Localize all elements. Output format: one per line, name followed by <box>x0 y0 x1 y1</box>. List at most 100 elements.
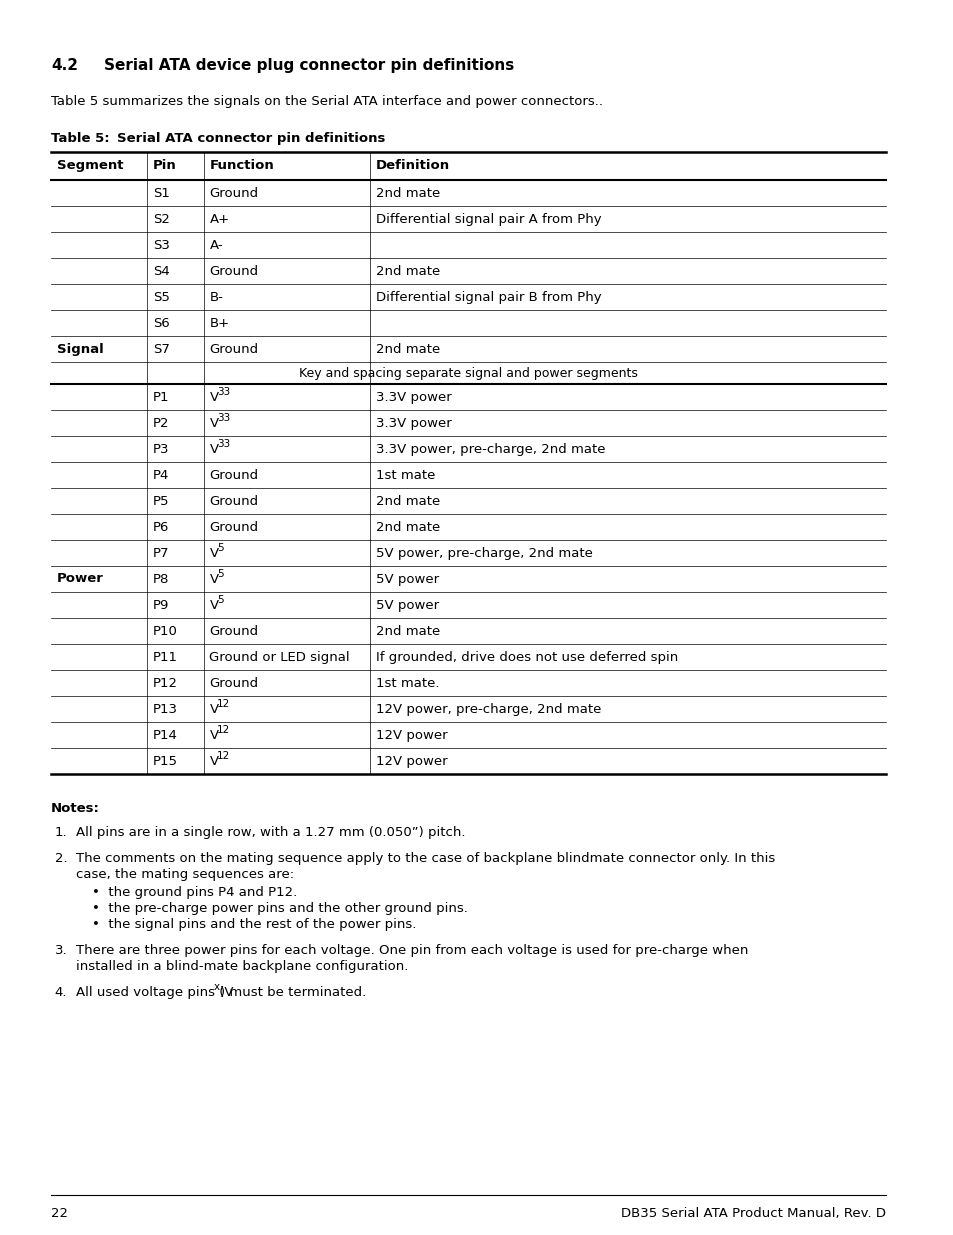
Text: •  the signal pins and the rest of the power pins.: • the signal pins and the rest of the po… <box>91 918 416 931</box>
Text: The comments on the mating sequence apply to the case of backplane blindmate con: The comments on the mating sequence appl… <box>76 852 775 864</box>
Text: P5: P5 <box>152 495 169 508</box>
Text: 1st mate: 1st mate <box>375 469 435 482</box>
Text: All used voltage pins (V: All used voltage pins (V <box>76 986 233 999</box>
Text: V: V <box>210 599 218 613</box>
Text: 22: 22 <box>51 1207 68 1220</box>
Text: •  the pre-charge power pins and the other ground pins.: • the pre-charge power pins and the othe… <box>91 902 467 915</box>
Text: 2.: 2. <box>54 852 68 864</box>
Text: Pin: Pin <box>152 159 176 172</box>
Text: Segment: Segment <box>56 159 123 172</box>
Text: 5V power: 5V power <box>375 599 438 613</box>
Text: A+: A+ <box>210 212 230 226</box>
Text: 33: 33 <box>216 412 230 424</box>
Text: S3: S3 <box>152 240 170 252</box>
Text: Table 5 summarizes the signals on the Serial ATA interface and power connectors.: Table 5 summarizes the signals on the Se… <box>51 95 602 107</box>
Text: 2nd mate: 2nd mate <box>375 343 439 356</box>
Text: Power: Power <box>56 573 104 585</box>
Text: S2: S2 <box>152 212 170 226</box>
Text: Differential signal pair A from Phy: Differential signal pair A from Phy <box>375 212 600 226</box>
Text: A-: A- <box>210 240 223 252</box>
Text: 2nd mate: 2nd mate <box>375 625 439 638</box>
Text: 5V power, pre-charge, 2nd mate: 5V power, pre-charge, 2nd mate <box>375 547 592 559</box>
Text: Ground or LED signal: Ground or LED signal <box>210 651 350 664</box>
Text: Serial ATA device plug connector pin definitions: Serial ATA device plug connector pin def… <box>104 58 514 73</box>
Text: 2nd mate: 2nd mate <box>375 266 439 278</box>
Text: P15: P15 <box>152 755 177 768</box>
Text: Notes:: Notes: <box>51 802 100 815</box>
Text: Definition: Definition <box>375 159 450 172</box>
Text: Ground: Ground <box>210 495 258 508</box>
Text: 12: 12 <box>216 699 230 709</box>
Text: Differential signal pair B from Phy: Differential signal pair B from Phy <box>375 291 600 304</box>
Text: P13: P13 <box>152 703 177 716</box>
Text: V: V <box>210 417 218 430</box>
Text: P4: P4 <box>152 469 169 482</box>
Text: Function: Function <box>210 159 274 172</box>
Text: B+: B+ <box>210 317 230 330</box>
Text: 3.3V power: 3.3V power <box>375 391 451 404</box>
Text: 12: 12 <box>216 725 230 735</box>
Text: P6: P6 <box>152 521 169 534</box>
Text: B-: B- <box>210 291 223 304</box>
Text: P12: P12 <box>152 677 177 690</box>
Text: P7: P7 <box>152 547 169 559</box>
Text: 5: 5 <box>216 569 223 579</box>
Text: V: V <box>210 443 218 456</box>
Text: DB35 Serial ATA Product Manual, Rev. D: DB35 Serial ATA Product Manual, Rev. D <box>620 1207 884 1220</box>
Text: 4.: 4. <box>54 986 68 999</box>
Text: Ground: Ground <box>210 521 258 534</box>
Text: 4.2: 4.2 <box>51 58 78 73</box>
Text: 33: 33 <box>216 438 230 450</box>
Text: Table 5:: Table 5: <box>51 132 110 144</box>
Text: P10: P10 <box>152 625 177 638</box>
Text: S5: S5 <box>152 291 170 304</box>
Text: 2nd mate: 2nd mate <box>375 521 439 534</box>
Text: V: V <box>210 755 218 768</box>
Text: 5: 5 <box>216 595 223 605</box>
Text: All pins are in a single row, with a 1.27 mm (0.050”) pitch.: All pins are in a single row, with a 1.2… <box>76 826 465 839</box>
Text: P11: P11 <box>152 651 177 664</box>
Text: P9: P9 <box>152 599 169 613</box>
Text: 12V power: 12V power <box>375 729 447 742</box>
Text: S7: S7 <box>152 343 170 356</box>
Text: P2: P2 <box>152 417 169 430</box>
Text: P1: P1 <box>152 391 169 404</box>
Text: 12V power, pre-charge, 2nd mate: 12V power, pre-charge, 2nd mate <box>375 703 600 716</box>
Text: 3.3V power, pre-charge, 2nd mate: 3.3V power, pre-charge, 2nd mate <box>375 443 604 456</box>
Text: Ground: Ground <box>210 469 258 482</box>
Text: Serial ATA connector pin definitions: Serial ATA connector pin definitions <box>117 132 385 144</box>
Text: Ground: Ground <box>210 343 258 356</box>
Text: Ground: Ground <box>210 625 258 638</box>
Text: 12V power: 12V power <box>375 755 447 768</box>
Text: ) must be terminated.: ) must be terminated. <box>219 986 366 999</box>
Text: 3.: 3. <box>54 944 68 957</box>
Text: 1st mate.: 1st mate. <box>375 677 438 690</box>
Text: •  the ground pins P4 and P12.: • the ground pins P4 and P12. <box>91 885 297 899</box>
Text: 5: 5 <box>216 543 223 553</box>
Text: Signal: Signal <box>56 342 104 356</box>
Text: 2nd mate: 2nd mate <box>375 186 439 200</box>
Text: 5V power: 5V power <box>375 573 438 585</box>
Text: Ground: Ground <box>210 677 258 690</box>
Text: S6: S6 <box>152 317 170 330</box>
Text: S4: S4 <box>152 266 170 278</box>
Text: x: x <box>213 982 219 992</box>
Text: V: V <box>210 547 218 559</box>
Text: V: V <box>210 573 218 585</box>
Text: 33: 33 <box>216 387 230 396</box>
Text: P14: P14 <box>152 729 177 742</box>
Text: installed in a blind-mate backplane configuration.: installed in a blind-mate backplane conf… <box>76 960 408 973</box>
Text: case, the mating sequences are:: case, the mating sequences are: <box>76 868 294 881</box>
Text: 12: 12 <box>216 751 230 761</box>
Text: P8: P8 <box>152 573 169 585</box>
Text: 3.3V power: 3.3V power <box>375 417 451 430</box>
Text: 1.: 1. <box>54 826 68 839</box>
Text: V: V <box>210 703 218 716</box>
Text: Ground: Ground <box>210 186 258 200</box>
Text: V: V <box>210 391 218 404</box>
Text: P3: P3 <box>152 443 169 456</box>
Text: S1: S1 <box>152 186 170 200</box>
Text: There are three power pins for each voltage. One pin from each voltage is used f: There are three power pins for each volt… <box>76 944 748 957</box>
Text: Key and spacing separate signal and power segments: Key and spacing separate signal and powe… <box>298 367 637 379</box>
Text: If grounded, drive does not use deferred spin: If grounded, drive does not use deferred… <box>375 651 678 664</box>
